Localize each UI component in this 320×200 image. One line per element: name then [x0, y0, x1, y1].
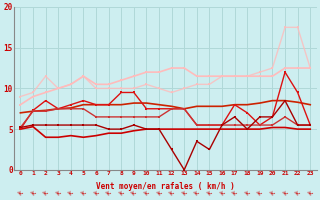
Text: k: k: [55, 189, 62, 197]
Text: k: k: [294, 189, 301, 197]
Text: k: k: [244, 189, 251, 197]
Text: k: k: [130, 189, 138, 197]
Text: k: k: [156, 189, 163, 197]
Text: k: k: [143, 189, 150, 197]
Text: k: k: [281, 189, 289, 197]
Text: k: k: [168, 189, 175, 197]
Text: k: k: [80, 189, 87, 197]
Text: k: k: [42, 189, 49, 197]
Text: k: k: [193, 189, 200, 197]
Text: k: k: [105, 189, 112, 197]
Text: k: k: [307, 189, 314, 197]
Text: k: k: [206, 189, 213, 197]
Text: k: k: [180, 189, 188, 197]
Text: k: k: [269, 189, 276, 197]
Text: k: k: [67, 189, 75, 197]
Text: k: k: [218, 189, 226, 197]
Text: k: k: [92, 189, 100, 197]
Text: k: k: [117, 189, 125, 197]
X-axis label: Vent moyen/en rafales ( km/h ): Vent moyen/en rafales ( km/h ): [96, 182, 235, 191]
Text: k: k: [29, 189, 36, 197]
Text: k: k: [231, 189, 238, 197]
Text: k: k: [256, 189, 263, 197]
Text: k: k: [17, 189, 24, 197]
